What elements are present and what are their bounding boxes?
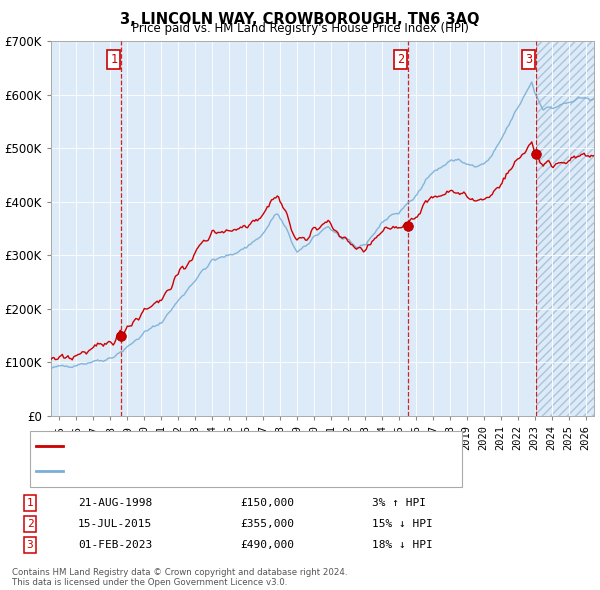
Text: 21-AUG-1998: 21-AUG-1998 xyxy=(78,498,152,507)
Text: 3, LINCOLN WAY, CROWBOROUGH, TN6 3AQ (detached house): 3, LINCOLN WAY, CROWBOROUGH, TN6 3AQ (de… xyxy=(69,441,394,451)
Text: 3% ↑ HPI: 3% ↑ HPI xyxy=(372,498,426,507)
Text: 1: 1 xyxy=(26,498,34,507)
Text: Price paid vs. HM Land Registry's House Price Index (HPI): Price paid vs. HM Land Registry's House … xyxy=(131,22,469,35)
Text: 2: 2 xyxy=(397,53,404,65)
Text: £490,000: £490,000 xyxy=(240,540,294,550)
Text: 3: 3 xyxy=(26,540,34,550)
Text: 3, LINCOLN WAY, CROWBOROUGH, TN6 3AQ: 3, LINCOLN WAY, CROWBOROUGH, TN6 3AQ xyxy=(120,12,480,27)
Text: 15-JUL-2015: 15-JUL-2015 xyxy=(78,519,152,529)
Text: Contains HM Land Registry data © Crown copyright and database right 2024.
This d: Contains HM Land Registry data © Crown c… xyxy=(12,568,347,587)
Text: £150,000: £150,000 xyxy=(240,498,294,507)
Text: 18% ↓ HPI: 18% ↓ HPI xyxy=(372,540,433,550)
Text: 2: 2 xyxy=(26,519,34,529)
Text: 3: 3 xyxy=(525,53,532,65)
Bar xyxy=(536,41,594,416)
Text: 01-FEB-2023: 01-FEB-2023 xyxy=(78,540,152,550)
Text: 1: 1 xyxy=(110,53,118,65)
Text: 15% ↓ HPI: 15% ↓ HPI xyxy=(372,519,433,529)
Text: £355,000: £355,000 xyxy=(240,519,294,529)
Text: HPI: Average price, detached house, Wealden: HPI: Average price, detached house, Weal… xyxy=(69,466,307,476)
